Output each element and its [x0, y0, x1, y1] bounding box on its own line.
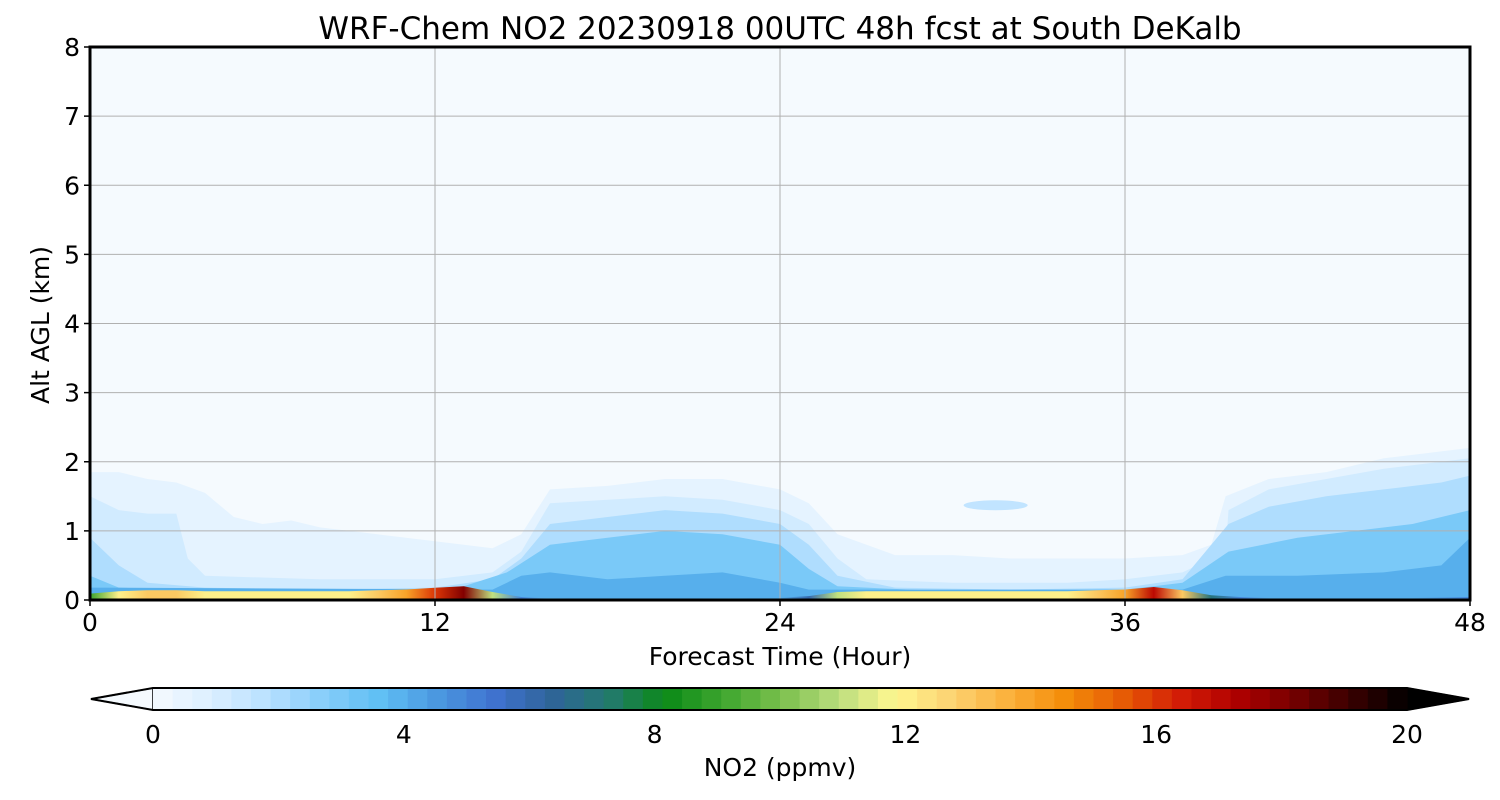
colorbar-swatch: [250, 688, 272, 710]
colorbar-ticks: 0 4 8 12 16 20: [145, 720, 1423, 749]
colorbar-swatch: [388, 688, 409, 710]
y-axis-label: Alt AGL (km): [26, 246, 55, 404]
y-axis-ticks: 0 1 2 3 4 5 6 7 8: [64, 33, 90, 615]
colorbar-swatch: [838, 688, 859, 710]
colorbar-swatch: [368, 688, 389, 710]
colorbar-swatch: [995, 688, 1016, 710]
colorbar-swatch: [1034, 688, 1055, 710]
colorbar-swatch: [1191, 688, 1212, 710]
colorbar-swatch: [1073, 688, 1095, 710]
y-tick-label: 6: [64, 171, 80, 200]
colorbar-outline: [90, 687, 1470, 711]
colorbar-swatch: [153, 688, 174, 710]
colorbar-swatch: [466, 688, 487, 710]
colorbar-swatch: [603, 688, 624, 710]
x-axis-ticks: 0 12 24 36 48: [82, 600, 1486, 637]
y-tick-label: 4: [64, 310, 80, 339]
y-tick-label: 1: [64, 517, 80, 546]
colorbar-swatch: [740, 688, 761, 710]
colorbar-swatch: [407, 688, 428, 710]
colorbar-swatch: [877, 688, 899, 710]
colorbar-swatch: [936, 688, 957, 710]
y-tick-label: 5: [64, 240, 80, 269]
colorbar-swatch: [231, 688, 252, 710]
colorbar-swatch: [1113, 688, 1134, 710]
colorbar-swatch: [564, 688, 585, 710]
colorbar-label: NO2 (ppmv): [704, 753, 857, 782]
colorbar-swatch: [701, 688, 722, 710]
colorbar-swatch: [329, 688, 350, 710]
y-tick-label: 3: [64, 379, 80, 408]
colorbar-swatch: [1211, 688, 1232, 710]
colorbar-swatch: [172, 688, 193, 710]
colorbar-swatch: [1093, 688, 1114, 710]
colorbar-swatch: [505, 688, 526, 710]
colorbar-swatch: [1171, 688, 1193, 710]
colorbar-swatch: [975, 688, 997, 710]
colorbar-swatch: [1367, 688, 1388, 710]
colorbar-swatch: [623, 688, 644, 710]
colorbar-swatch: [662, 688, 683, 710]
y-tick-label: 2: [64, 448, 80, 477]
colorbar-tick-label: 4: [396, 720, 412, 749]
y-tick-label: 8: [64, 33, 80, 62]
y-tick-label: 0: [64, 586, 80, 615]
chart-title: WRF-Chem NO2 20230918 00UTC 48h fcst at …: [318, 11, 1241, 47]
colorbar-extend-min: [90, 687, 154, 711]
colorbar-swatch: [1348, 688, 1369, 710]
colorbar-swatch: [1309, 688, 1330, 710]
x-axis-label: Forecast Time (Hour): [649, 642, 912, 671]
colorbar-swatch: [1152, 688, 1173, 710]
colorbar-swatch: [290, 688, 311, 710]
x-tick-label: 12: [419, 608, 451, 637]
colorbar-swatch: [486, 688, 507, 710]
colorbar: [90, 687, 1470, 711]
colorbar-swatch: [584, 688, 605, 710]
colorbar-swatch: [1328, 688, 1349, 710]
colorbar-swatch: [799, 688, 820, 710]
colorbar-swatch: [211, 688, 232, 710]
colorbar-tick-label: 20: [1391, 720, 1423, 749]
colorbar-swatch: [819, 688, 840, 710]
colorbar-tick-label: 8: [647, 720, 663, 749]
colorbar-swatch: [780, 688, 801, 710]
colorbar-swatch: [858, 688, 879, 710]
x-tick-label: 0: [82, 608, 98, 637]
colorbar-swatch: [192, 688, 213, 710]
colorbar-swatch: [682, 688, 703, 710]
colorbar-swatch: [1132, 688, 1153, 710]
colorbar-tick-label: 16: [1140, 720, 1172, 749]
colorbar-swatch: [897, 688, 918, 710]
colorbar-swatch: [1387, 688, 1408, 710]
colorbar-swatch: [1015, 688, 1036, 710]
colorbar-swatch: [309, 688, 330, 710]
x-tick-label: 36: [1109, 608, 1141, 637]
x-tick-label: 48: [1454, 608, 1486, 637]
colorbar-swatch: [1250, 688, 1271, 710]
colorbar-swatch: [446, 688, 468, 710]
colorbar-swatch: [760, 688, 781, 710]
colorbar-swatch: [956, 688, 977, 710]
colorbar-tick-label: 0: [145, 720, 161, 749]
colorbar-swatch: [525, 688, 546, 710]
colorbar-swatch: [427, 688, 448, 710]
colorbar-swatch: [348, 688, 370, 710]
colorbar-swatch: [642, 688, 664, 710]
colorbar-swatch: [1289, 688, 1310, 710]
colorbar-tick-label: 12: [889, 720, 921, 749]
x-tick-label: 24: [764, 608, 796, 637]
colorbar-extend-max: [1406, 687, 1470, 711]
colorbar-swatch: [270, 688, 291, 710]
colorbar-swatch: [1230, 688, 1251, 710]
colorbar-swatch: [917, 688, 938, 710]
colorbar-swatch: [544, 688, 566, 710]
no2-contour-band: [963, 500, 1028, 511]
colorbar-swatch: [1054, 688, 1075, 710]
y-tick-label: 7: [64, 102, 80, 131]
colorbar-swatch: [1269, 688, 1291, 710]
colorbar-swatch: [721, 688, 742, 710]
